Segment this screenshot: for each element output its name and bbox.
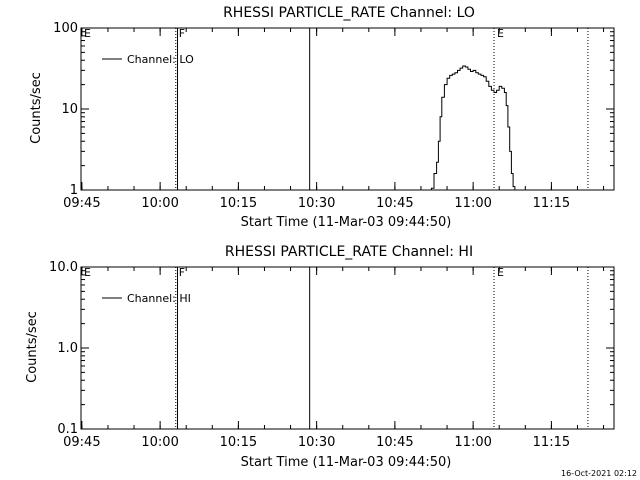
timestamp-label: 16-Oct-2021 02:12 [561, 469, 637, 478]
x-tick-label-lo: 10:30 [298, 196, 335, 211]
y-tick-label-lo: 100 [53, 21, 78, 36]
x-axis-label-hi: Start Time (11-Mar-03 09:44:50) [241, 455, 452, 470]
y-tick-label-lo: 10 [61, 102, 78, 117]
y-tick-label-hi: 1.0 [57, 341, 78, 356]
x-tick-label-lo: 10:45 [376, 196, 413, 211]
series-lo [430, 65, 516, 190]
plot-frame-lo [80, 27, 615, 191]
panel-lo: RHESSI PARTICLE_RATE Channel: LO Counts/… [29, 5, 615, 230]
x-tick-label-hi: 09:45 [63, 435, 100, 450]
legend-lo: Channel: LO [102, 53, 194, 66]
marker-label-lo: F [179, 27, 185, 40]
x-tick-label-lo: 11:15 [533, 196, 570, 211]
x-tick-label-hi: 10:00 [141, 435, 178, 450]
x-tick-label-lo: 09:45 [63, 196, 100, 211]
marker-label-hi: F [179, 266, 185, 279]
chart-title-lo: RHESSI PARTICLE_RATE Channel: LO [223, 5, 475, 21]
x-axis-label-lo: Start Time (11-Mar-03 09:44:50) [241, 215, 452, 230]
chart-title-hi: RHESSI PARTICLE_RATE Channel: HI [225, 244, 473, 260]
marker-label-lo: E [84, 27, 91, 40]
x-tick-label-lo: 11:00 [454, 196, 491, 211]
axis-ticks-hi: 09:45 10:00 10:15 10:30 10:45 11:00 11:15 0.1 1.… [49, 260, 614, 450]
x-tick-label-hi: 11:00 [454, 435, 491, 450]
legend-label-hi: Channel: HI [127, 292, 191, 305]
y-axis-label-hi: Counts/sec [25, 311, 40, 383]
marker-label-hi: E [84, 266, 91, 279]
panel-hi: RHESSI PARTICLE_RATE Channel: HI Counts/… [25, 244, 615, 470]
plot-frame-hi [80, 266, 615, 430]
marker-label-lo: E [497, 27, 504, 40]
x-tick-label-hi: 10:30 [298, 435, 335, 450]
marker-label-hi: E [497, 266, 504, 279]
y-tick-label-lo: 1 [70, 183, 78, 198]
x-tick-label-hi: 11:15 [533, 435, 570, 450]
legend-hi: Channel: HI [102, 292, 191, 305]
x-tick-label-hi: 10:45 [376, 435, 413, 450]
x-tick-label-hi: 10:15 [220, 435, 257, 450]
y-tick-label-hi: 0.1 [57, 422, 78, 437]
axis-ticks-lo: 09:45 10:00 10:15 10:30 10:45 11:00 11:15 1 10 10… [53, 21, 614, 211]
y-axis-label-lo: Counts/sec [29, 72, 44, 144]
y-tick-label-hi: 10.0 [49, 260, 78, 275]
legend-label-lo: Channel: LO [127, 53, 194, 66]
series-line-lo [430, 65, 516, 190]
x-tick-label-lo: 10:15 [220, 196, 257, 211]
x-tick-label-lo: 10:00 [141, 196, 178, 211]
